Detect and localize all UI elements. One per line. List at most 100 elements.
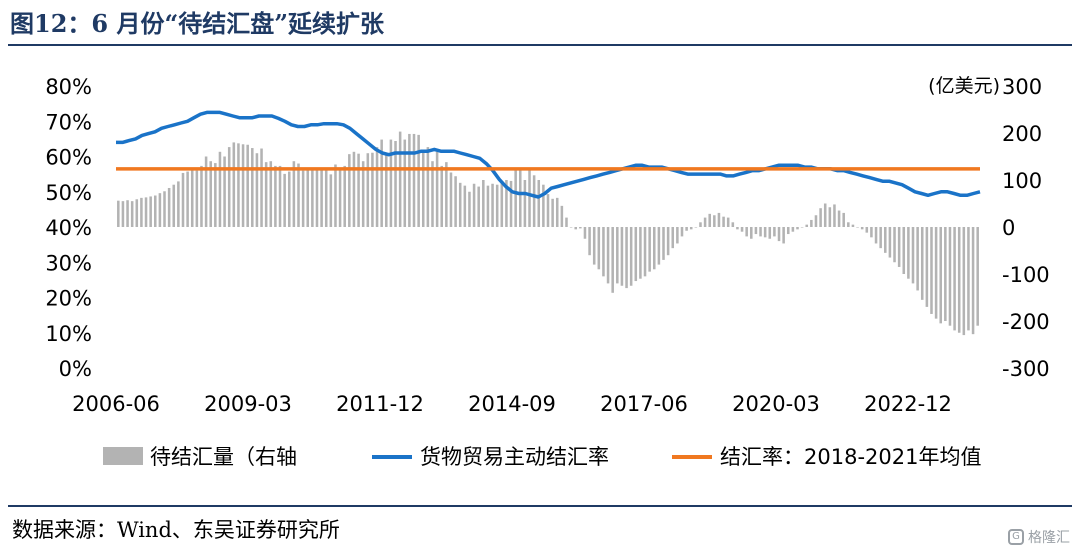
legend-swatch-bars (103, 447, 143, 465)
bar (264, 162, 268, 227)
bar (255, 153, 259, 227)
bar (555, 197, 559, 227)
bar (976, 227, 979, 326)
bar (860, 227, 864, 230)
bar (814, 215, 818, 227)
bar (214, 163, 217, 227)
bar (791, 227, 795, 232)
bar (652, 227, 656, 270)
bar (398, 131, 402, 227)
right-axis-unit: (亿美元) (928, 75, 1000, 97)
bar (190, 169, 194, 227)
left-tick-label: 30% (45, 251, 92, 275)
bar (274, 165, 277, 227)
bar (509, 180, 513, 227)
bar (172, 184, 176, 227)
bar (389, 139, 393, 227)
bar (463, 185, 467, 227)
bar (754, 227, 758, 235)
bar (643, 227, 647, 277)
source-note: 数据来源：Wind、东吴证券研究所 (12, 518, 340, 542)
bar (666, 227, 670, 256)
bar (574, 227, 577, 230)
bar (851, 224, 855, 227)
bar (953, 227, 956, 331)
bar (676, 227, 679, 244)
bar (209, 161, 212, 227)
bar (773, 227, 776, 237)
bar (154, 195, 157, 227)
left-tick-label: 40% (45, 216, 92, 240)
bar (117, 200, 120, 227)
bar (449, 172, 453, 227)
x-axis-ticks: 2006-06 2009-03 2011-12 2014-09 2017-06 2020-… (72, 392, 952, 416)
bar (472, 183, 476, 227)
x-tick-label: 2014-09 (468, 392, 556, 416)
bar-series-pending-fx (117, 131, 979, 336)
bar (495, 184, 499, 227)
bar (232, 142, 236, 227)
bar (920, 227, 924, 300)
watermark: G 格隆汇 (1008, 527, 1070, 547)
bar (301, 170, 305, 227)
bar (939, 227, 942, 324)
bar (777, 227, 781, 242)
right-tick-label: 300 (1002, 75, 1042, 99)
bar (269, 161, 273, 227)
bar (657, 227, 661, 265)
bar (297, 163, 300, 227)
bar (435, 151, 439, 227)
bar (689, 227, 693, 230)
left-tick-label: 80% (45, 75, 92, 99)
bar (745, 227, 748, 237)
bar (602, 227, 605, 277)
bar (870, 227, 873, 238)
bar (311, 169, 314, 227)
chart: 0% 10% 20% 30% 40% 50% 60% 70% 80% -300 -200 -100 0… (45, 75, 1050, 469)
bar (699, 222, 702, 227)
right-tick-label: -200 (1002, 310, 1050, 334)
x-tick-label: 2009-03 (204, 392, 292, 416)
left-tick-label: 0% (59, 357, 92, 381)
bar (671, 227, 675, 249)
bar (856, 227, 859, 228)
bar (662, 227, 665, 260)
x-tick-label: 2017-06 (600, 392, 688, 416)
bar (366, 153, 370, 227)
bar (685, 227, 688, 231)
bar (865, 227, 869, 233)
bar (625, 227, 628, 289)
bar (606, 227, 610, 284)
bar (763, 227, 767, 238)
bar (380, 139, 383, 227)
bar (454, 176, 457, 227)
bar (218, 151, 222, 227)
bar (519, 169, 522, 227)
left-tick-label: 60% (45, 146, 92, 170)
bar (847, 222, 850, 227)
bar (135, 199, 139, 227)
bar (329, 174, 333, 227)
bar (237, 143, 240, 227)
left-tick-label: 50% (45, 181, 92, 205)
bar (713, 215, 716, 227)
right-axis-ticks: -300 -200 -100 0 100 200 300 (1002, 75, 1050, 381)
title-rule (8, 44, 1072, 46)
bar (251, 148, 254, 227)
bar (241, 144, 245, 227)
bar (528, 168, 531, 227)
x-tick-label: 2006-06 (72, 392, 160, 416)
bar (223, 156, 226, 227)
bar (592, 227, 596, 265)
bar (181, 172, 185, 227)
bar (884, 227, 887, 253)
bar (796, 227, 799, 230)
bar (740, 227, 744, 232)
bar (320, 168, 323, 227)
bar (648, 227, 651, 272)
bar (431, 161, 434, 227)
bar (246, 144, 249, 227)
bar (408, 133, 411, 227)
legend-label-line: 货物贸易主动结汇率 (420, 445, 609, 469)
bar (597, 227, 601, 270)
